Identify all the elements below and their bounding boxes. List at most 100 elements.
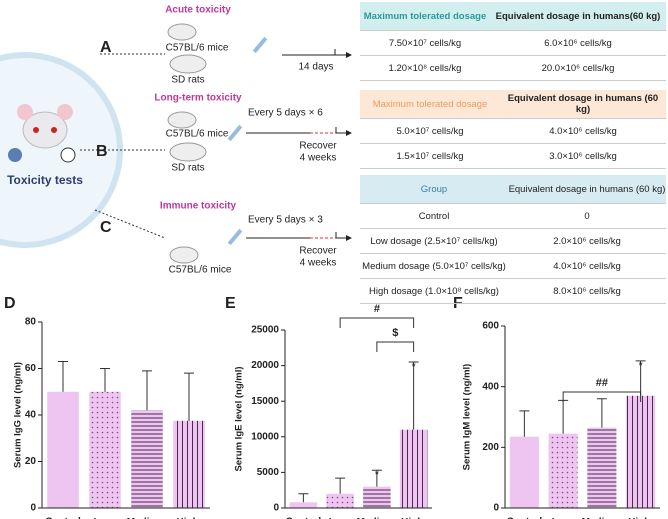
x-tick-label: Control [507,517,543,519]
error-bar [635,360,646,396]
x-tick-label: High dosage [396,517,431,519]
table-cell: Low dosage (2.5×10⁷ cells/kg) [360,228,508,254]
bar [548,433,578,508]
recovery-label: Recover [299,141,337,152]
significance-bracket [562,391,642,402]
animal-label: SD rats [171,75,204,86]
mouse-eye [33,127,39,133]
x-tick-label: Medium dosage [127,517,168,519]
bar [326,493,354,508]
y-tick-label: 10000 [251,431,279,442]
rat-icon [169,54,207,74]
recovery-label: Recover [299,246,337,257]
recovery-label: 4 weeks [300,153,337,164]
y-tick-label: 20 [25,456,37,467]
x-tick-label: High dosage [171,517,206,519]
y-tick-label: 600 [482,321,499,332]
y-tick-label: 5000 [257,467,280,478]
y-tick-label: 15000 [251,396,279,407]
y-tick-label: 0 [493,503,499,514]
duration-label: 14 days [298,62,333,73]
x-tick-label: High dosage [623,517,658,519]
y-axis-label: Serum IgG level (ng/ml) [13,362,24,468]
panel-title: Acute toxicity [165,5,231,16]
arrowhead [346,52,352,58]
significance-bracket [376,341,415,352]
connector [94,209,166,239]
y-tick-label: 25000 [251,325,279,336]
bracket-label: $ [392,327,398,339]
error-bar [408,361,419,430]
table-header: Maximum tolerated dosage [360,90,500,119]
x-tick-label: Low dosage [546,517,581,519]
recovery-label: 4 weeks [300,258,337,269]
arrowhead [346,130,352,136]
significance-marker: * [375,469,380,481]
table-cell: 0 [508,203,666,229]
panel-letter: A [100,39,112,56]
table-cell: 4.0×10⁶ cells/kg [508,253,666,279]
animal-label: C57BL/6 mice [166,129,229,140]
panel-title: Long-term toxicity [154,93,242,104]
error-bar [335,477,346,494]
dosage-table: Maximum tolerated dosage Equivalent dosag… [360,90,666,169]
syringe-icon [227,124,243,142]
y-tick-label: 0 [30,503,36,514]
bracket-label: # [374,303,380,315]
bar [131,410,163,508]
table-cell: 5.0×10⁷ cells/kg [360,118,500,144]
error-bar [142,370,152,411]
error-bar [184,372,194,421]
mouse-ear [57,104,73,120]
y-tick-label: 0 [273,503,279,514]
table-cell: 6.0×10⁶ cells/kg [490,30,666,56]
table-cell: 1.5×10⁷ cells/kg [360,143,500,169]
table-cell: High dosage (1.0×10⁸ cells/kg) [360,278,508,304]
rat-icon [169,142,207,162]
error-bar [371,469,382,487]
mouse-icon [169,246,199,264]
x-tick-label: Medium dosage [357,517,398,519]
y-tick-label: 20000 [251,360,279,371]
animal-label: C57BL/6 mice [166,43,229,54]
skull-icon [60,147,76,163]
table-header: Equivalent dosage in humans (60 kg) [500,90,666,119]
table-cell: 2.0×10⁶ cells/kg [508,228,666,254]
panel-letter: B [96,143,108,160]
mouse-icon [22,111,68,149]
error-bar [58,361,68,392]
table-cell: 7.50×10⁷ cells/kg [360,30,490,56]
significance-bracket [339,317,415,328]
mouse-eye [51,127,57,133]
table-cell: 20.0×10⁶ cells/kg [490,55,666,81]
error-bar [558,399,569,434]
bar [89,391,121,508]
bar [173,420,205,508]
center-label: Toxicity tests [7,173,83,187]
y-tick-label: 400 [482,381,499,392]
table-cell: 4.0×10⁶ cells/kg [500,118,666,144]
bar [363,486,391,508]
y-tick-label: 40 [25,410,37,421]
mouse-icon [167,111,197,129]
significance-marker: * [411,361,416,373]
panel-letter: E [225,295,236,312]
arrowhead [346,235,352,241]
x-tick-label: Medium dosage [582,517,623,519]
x-tick-label: Low dosage [323,517,358,519]
y-axis-label: Serum IgE level (ng/ml) [234,366,245,471]
panel-letter: C [100,219,112,236]
table-cell: 8.0×10⁶ cells/kg [508,278,666,304]
significance-marker: * [638,360,643,372]
animal-label: C57BL/6 mice [169,265,232,276]
error-bar [100,368,110,392]
table-cell: Control [360,203,508,229]
bar [509,436,539,508]
cell-icon [8,148,22,162]
error-bar [298,493,309,503]
table-header: Equivalent dosage in humans(60 kg) [490,2,666,31]
schedule-label: Every 5 days × 6 [248,108,323,119]
table-header: Equivalent dosage in humans (60 kg) [508,175,666,204]
dosage-table: Group Equivalent dosage in humans (60 kg)… [360,175,666,304]
